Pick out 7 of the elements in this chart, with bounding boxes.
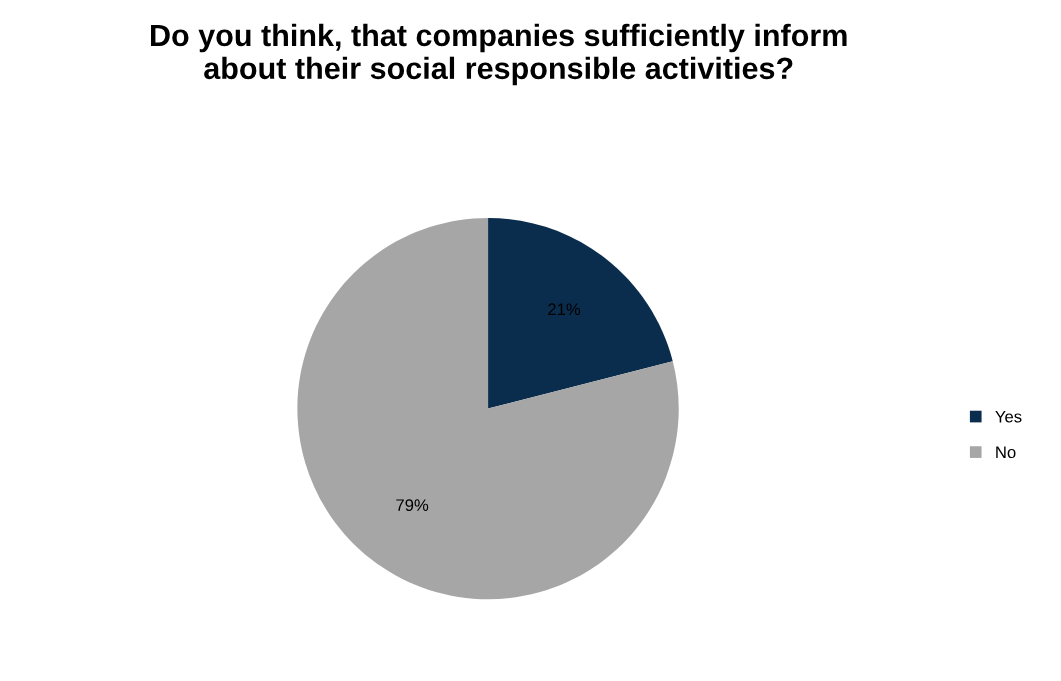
pie-slice xyxy=(297,217,679,600)
pie-slice xyxy=(488,217,673,409)
data-label: 21% xyxy=(548,303,581,316)
chart-title: Do you think, that companies sufficiently inform about their social responsible activities? xyxy=(151,23,847,86)
legend-label: Yes xyxy=(995,410,1022,423)
data-label: 79% xyxy=(396,499,429,512)
legend-label: No xyxy=(996,446,1016,459)
